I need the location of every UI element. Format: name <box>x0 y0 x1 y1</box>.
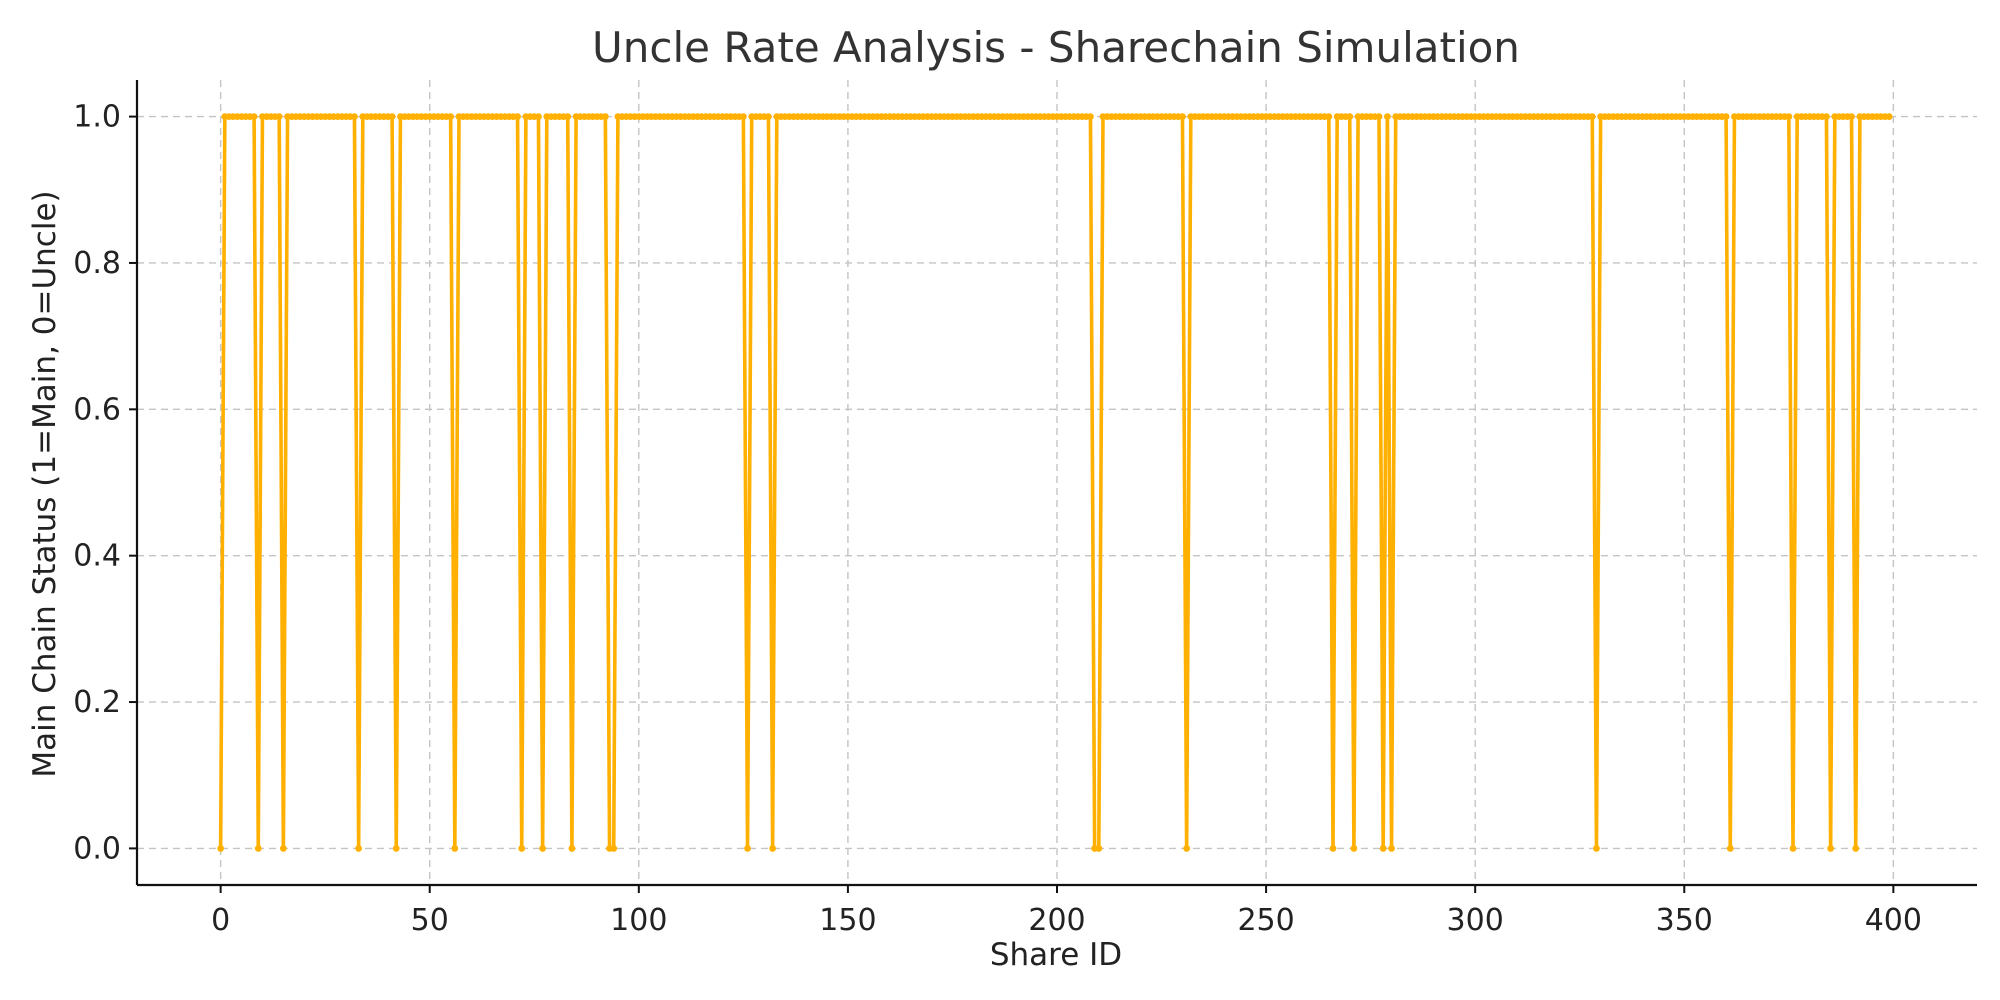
y-tick-label: 0.6 <box>73 392 121 427</box>
data-point <box>518 845 526 852</box>
x-tick-label: 350 <box>1656 903 1713 938</box>
x-tick-label: 250 <box>1237 903 1294 938</box>
data-point <box>392 845 400 852</box>
data-point <box>601 113 609 120</box>
data-point <box>514 113 521 120</box>
series-main-chain-status <box>217 113 1893 852</box>
x-tick-label: 150 <box>819 903 876 938</box>
x-tick-label: 400 <box>1865 903 1922 938</box>
data-point <box>1329 845 1337 852</box>
y-tick-label: 0.4 <box>73 539 121 574</box>
data-point <box>351 113 358 120</box>
data-point <box>1383 113 1391 120</box>
x-axis-label: Share ID <box>990 937 1122 973</box>
y-tick-label: 0.0 <box>73 831 121 866</box>
data-point <box>275 113 283 120</box>
data-point <box>564 113 572 120</box>
gridlines <box>137 80 1977 885</box>
data-point <box>1179 113 1186 120</box>
data-point <box>217 845 225 852</box>
ticks: 0 50 100 150 200 250 300 350 400 0.0 0.2 0.4 0.6 0.8 1… <box>73 100 1922 938</box>
data-point <box>1346 113 1354 120</box>
x-tick-label: 300 <box>1447 903 1504 938</box>
data-point <box>250 113 258 120</box>
data-point <box>1588 113 1596 120</box>
data-point <box>1350 845 1358 852</box>
data-point <box>1593 845 1600 852</box>
x-tick-label: 0 <box>211 903 230 938</box>
data-point <box>1388 845 1395 852</box>
data-point <box>1087 113 1094 120</box>
data-point <box>1827 845 1835 852</box>
data-point <box>765 113 772 120</box>
data-point <box>535 113 542 120</box>
data-point <box>1722 113 1730 120</box>
data-point <box>568 845 576 852</box>
data-point <box>1379 845 1387 852</box>
data-point <box>279 845 287 852</box>
y-axis-label: Main Chain Status (1=Main, 0=Uncle) <box>27 190 63 777</box>
data-point <box>610 845 618 852</box>
data-point <box>1823 113 1830 120</box>
x-tick-label: 50 <box>411 903 449 938</box>
data-point <box>1785 113 1793 120</box>
data-point <box>1885 113 1893 120</box>
y-tick-label: 1.0 <box>73 100 121 135</box>
data-point <box>1183 845 1191 852</box>
data-point <box>744 845 751 852</box>
data-point <box>1325 113 1333 120</box>
data-point <box>539 845 547 852</box>
chart-title: Uncle Rate Analysis - Sharechain Simulat… <box>592 23 1520 72</box>
data-point <box>355 845 363 852</box>
data-point <box>447 113 455 120</box>
data-point <box>739 113 747 120</box>
data-point <box>1726 845 1734 852</box>
data-point <box>1852 845 1860 852</box>
series-line <box>218 114 1890 851</box>
x-tick-label: 200 <box>1028 903 1085 938</box>
y-tick-label: 0.8 <box>73 246 121 281</box>
data-point <box>1375 113 1383 120</box>
x-tick-label: 100 <box>610 903 667 938</box>
data-point <box>388 113 396 120</box>
data-point <box>1095 845 1103 852</box>
data-point <box>1789 845 1797 852</box>
data-point <box>1848 113 1855 120</box>
data-point <box>769 845 777 852</box>
data-point <box>451 845 459 852</box>
y-tick-label: 0.2 <box>73 685 121 720</box>
data-point <box>254 845 262 852</box>
